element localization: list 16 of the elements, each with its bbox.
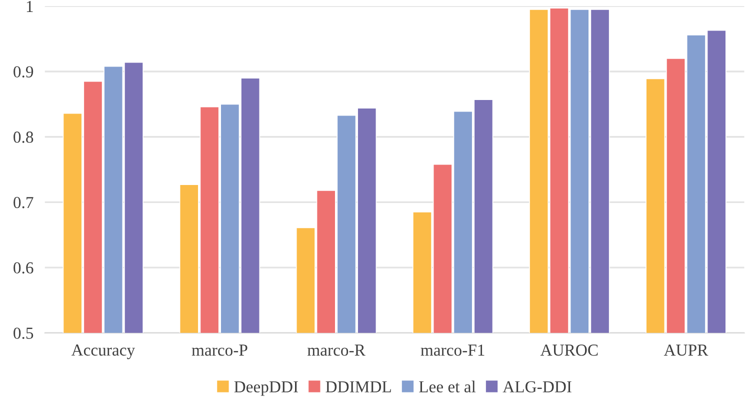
x-tick-label: marco-F1 (420, 344, 484, 356)
y-tick-label: 0.5 (14, 328, 34, 339)
x-tick-label: Accuracy (71, 344, 136, 360)
y-tick-label: 0.7 (14, 196, 34, 208)
y-tick-label: 0.6 (14, 262, 34, 274)
y-tick-label: 0.9 (14, 66, 34, 78)
x-tick-label: marco-P (192, 344, 248, 356)
legend-label: DeepDDI (234, 381, 298, 396)
y-tick-label: 1 (26, 0, 33, 12)
legend-label: Lee et al (419, 380, 476, 392)
legend-label: DDIMDL (326, 381, 391, 392)
x-tick-label: marco-R (307, 344, 366, 356)
x-tick-label: AUROC (540, 344, 598, 356)
x-tick-label: AUPR (664, 344, 708, 356)
legend-label: ALG-DDI (502, 381, 572, 392)
y-tick-label: 0.8 (14, 132, 34, 143)
